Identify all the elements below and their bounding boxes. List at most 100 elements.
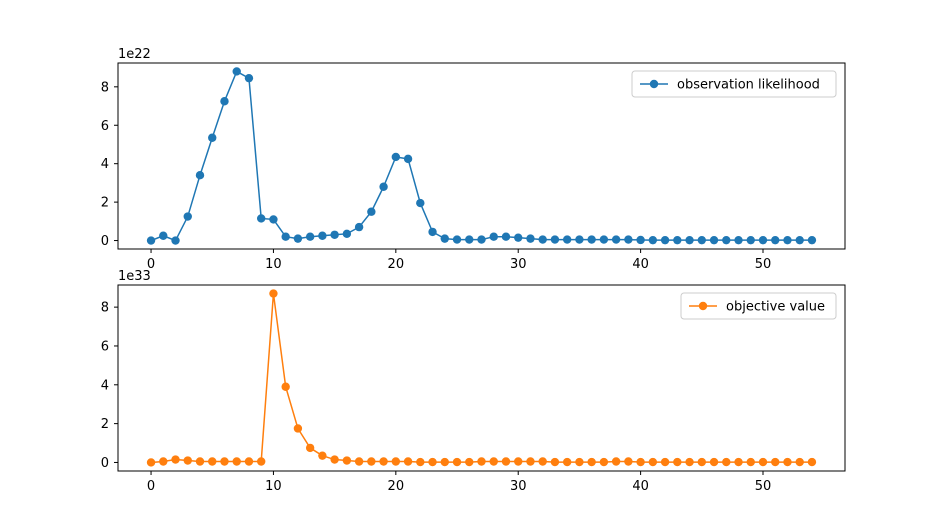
data-point (771, 235, 780, 245)
legend-marker (649, 79, 659, 89)
data-point (648, 235, 658, 245)
x-tick-label: 20 (388, 479, 405, 494)
data-point (636, 235, 645, 245)
data-point (526, 457, 535, 466)
data-point (208, 457, 217, 466)
legend-label: observation likelihood (677, 78, 820, 93)
chart-panel-objective-value: 0 10 20 30 40 50 0 2 4 6 8 1e33 objective value (101, 269, 846, 494)
data-point (232, 457, 241, 466)
data-point (599, 457, 609, 467)
y-tick-label: 0 (101, 234, 109, 249)
chart-panel-observation-likelihood: 0 10 20 30 40 50 0 2 4 6 8 1e22 observation likeliho… (101, 47, 846, 272)
data-point (220, 457, 229, 466)
data-point (660, 457, 670, 467)
data-point (318, 231, 327, 240)
data-point (367, 457, 376, 466)
legend-label: objective value (726, 300, 825, 315)
data-point (660, 235, 670, 245)
data-point (636, 457, 645, 467)
data-point (465, 457, 474, 467)
data-point (673, 235, 682, 245)
data-point (501, 457, 511, 466)
data-point (342, 456, 352, 465)
data-point (171, 455, 180, 464)
x-tick-label: 40 (632, 479, 649, 494)
data-point (758, 235, 768, 245)
data-point (220, 97, 229, 106)
data-point (330, 455, 339, 464)
data-point (305, 232, 315, 241)
data-point (477, 235, 486, 244)
data-point (440, 457, 449, 467)
data-point (440, 234, 449, 243)
data-point (379, 457, 388, 466)
y-tick-label: 4 (101, 378, 109, 393)
data-point (783, 235, 792, 245)
data-point (489, 232, 498, 241)
y-tick-label: 2 (101, 196, 109, 211)
data-point (807, 235, 817, 245)
x-tick-label: 40 (632, 257, 649, 272)
data-point (269, 215, 278, 224)
y-tick-label: 6 (101, 119, 109, 134)
x-tick-label: 30 (510, 479, 527, 494)
data-point (379, 182, 388, 191)
y-tick-label: 6 (101, 339, 109, 354)
data-point (587, 235, 596, 244)
data-point (648, 457, 658, 467)
data-point (159, 457, 168, 466)
data-point (697, 235, 706, 245)
data-point (624, 457, 633, 466)
data-point (501, 232, 511, 241)
data-point (354, 457, 364, 466)
legend-marker (698, 301, 708, 311)
y-tick-label: 8 (101, 301, 109, 316)
data-point (330, 230, 339, 239)
x-tick-label: 30 (510, 257, 527, 272)
data-point (281, 382, 290, 391)
data-point (257, 457, 266, 466)
data-point (403, 154, 413, 164)
data-point (428, 457, 437, 467)
data-point (599, 235, 609, 244)
x-tick-label: 50 (755, 479, 772, 494)
data-point (183, 212, 192, 221)
data-point (624, 235, 633, 244)
data-point (709, 457, 719, 467)
data-point (293, 424, 303, 433)
x-tick-label: 0 (147, 257, 155, 272)
data-point (538, 457, 547, 466)
data-point (746, 457, 755, 467)
data-point (685, 457, 694, 467)
data-point (146, 458, 156, 467)
data-point (562, 235, 572, 244)
data-point (489, 457, 498, 466)
y-tick-label: 8 (101, 80, 109, 95)
x-tick-label: 0 (147, 479, 155, 494)
data-point (208, 133, 217, 142)
x-tick-label: 20 (388, 257, 405, 272)
data-point (795, 235, 804, 245)
data-point (244, 73, 254, 83)
data-point (269, 289, 278, 298)
data-point (452, 457, 462, 467)
data-point (575, 457, 584, 467)
data-point (416, 198, 425, 208)
data-point (305, 443, 315, 453)
data-point (159, 231, 168, 240)
data-point (709, 235, 719, 245)
data-point (391, 152, 401, 162)
data-point (807, 457, 817, 467)
data-point (758, 457, 768, 467)
data-point (697, 457, 706, 467)
data-point (685, 235, 694, 245)
data-point (416, 457, 425, 467)
data-point (477, 457, 486, 466)
data-point (244, 457, 254, 466)
data-point (428, 227, 437, 237)
data-point (746, 235, 755, 245)
data-point (403, 457, 413, 466)
y-tick-label: 2 (101, 417, 109, 432)
data-point (722, 235, 731, 245)
